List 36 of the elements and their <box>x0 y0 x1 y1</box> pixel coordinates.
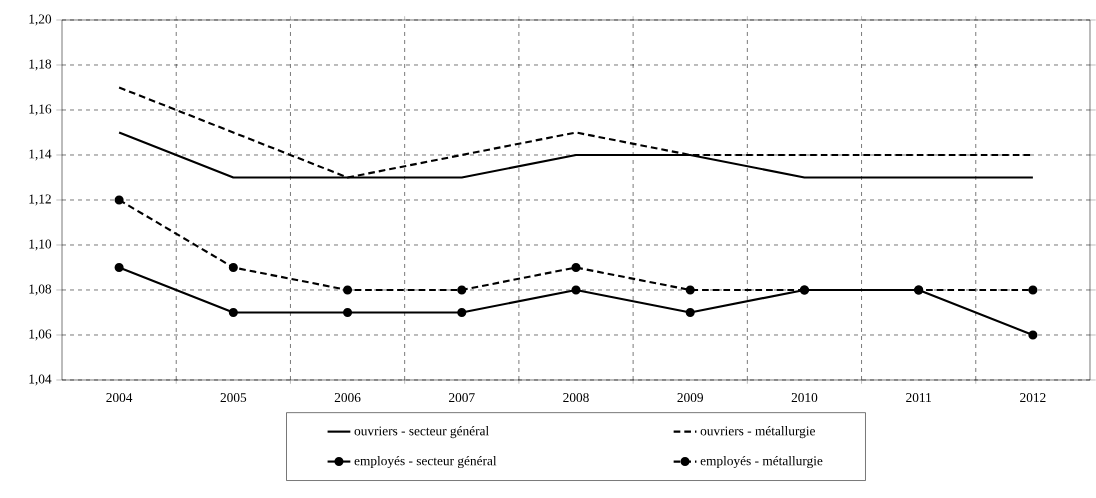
legend-label: ouvriers - secteur général <box>354 425 489 439</box>
y-tick-label: 1,16 <box>29 104 52 116</box>
point <box>685 285 695 295</box>
point <box>1028 330 1038 340</box>
y-tick-label: 1,12 <box>29 194 51 206</box>
x-tick-label: 2010 <box>791 393 818 403</box>
y-tick-label: 1,04 <box>29 374 52 386</box>
y-tick-label: 1,08 <box>29 284 52 296</box>
point <box>457 285 467 295</box>
x-tick-label: 2008 <box>563 393 589 403</box>
point <box>457 307 467 318</box>
x-tick-label: 2012 <box>1020 393 1046 403</box>
legend-label: ouvriers - métallurgie <box>700 425 815 439</box>
point <box>1028 285 1038 295</box>
y-tick-label: 1,06 <box>29 329 52 341</box>
point <box>685 307 695 318</box>
point <box>228 307 238 318</box>
y-tick-label: 1,14 <box>29 149 52 161</box>
legend-label: employés - secteur général <box>354 455 497 469</box>
x-tick-label: 2007 <box>449 393 475 403</box>
point <box>343 285 353 295</box>
y-tick-label: 1,20 <box>29 14 52 26</box>
point <box>571 285 581 295</box>
y-tick-label: 1,18 <box>29 59 52 71</box>
x-tick-label: 2005 <box>220 393 247 403</box>
x-tick-label: 2006 <box>334 393 361 403</box>
point <box>228 262 238 273</box>
point <box>343 307 353 318</box>
x-tick-label: 2011 <box>906 393 931 403</box>
legend-label: employés - métallurgie <box>700 455 823 469</box>
y-tick-label: 1,10 <box>29 239 52 251</box>
point <box>571 262 581 273</box>
point <box>114 195 124 205</box>
x-tick-label: 2009 <box>677 393 704 403</box>
point <box>114 262 124 273</box>
x-tick-label: 2004 <box>106 393 133 403</box>
